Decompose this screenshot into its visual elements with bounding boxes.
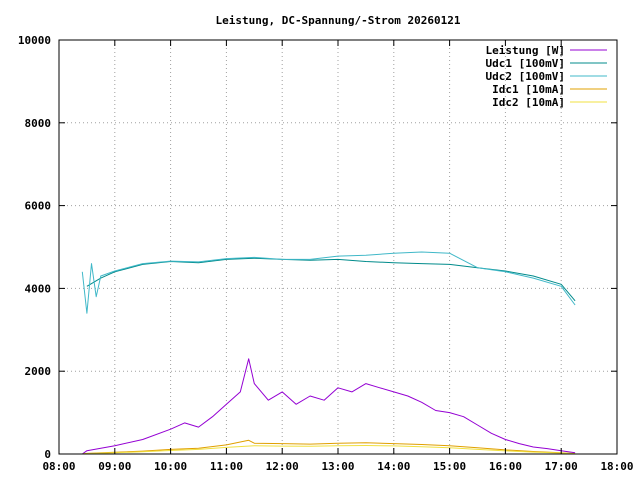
y-tick-label: 10000 — [18, 34, 51, 47]
x-axis-tick-labels: 08:00 09:00 10:00 11:00 12:00 13:00 14:00 15:00… — [42, 460, 633, 473]
chart-title: Leistung, DC-Spannung/-Strom 20260121 — [215, 14, 460, 27]
x-tick-label: 18:00 — [600, 460, 633, 473]
axis-ticks — [58, 39, 618, 455]
x-tick-label: 11:00 — [210, 460, 243, 473]
x-tick-label: 13:00 — [321, 460, 354, 473]
x-tick-label: 12:00 — [266, 460, 299, 473]
legend-label: Idc2 [10mA] — [492, 96, 565, 109]
grid — [59, 40, 617, 454]
x-tick-label: 10:00 — [154, 460, 187, 473]
series-line-idc1-10ma — [82, 439, 576, 455]
legend-label: Udc1 [100mV] — [486, 57, 565, 70]
x-tick-label: 09:00 — [98, 460, 131, 473]
series-group — [81, 251, 576, 455]
series-line-udc1-100mv — [86, 257, 576, 302]
y-tick-label: 6000 — [25, 200, 52, 213]
x-tick-label: 16:00 — [489, 460, 522, 473]
series-line-leistung-w — [82, 358, 576, 455]
y-tick-label: 8000 — [25, 117, 52, 130]
x-tick-label: 17:00 — [545, 460, 578, 473]
y-tick-label: 2000 — [25, 365, 52, 378]
legend-label: Leistung [W] — [486, 44, 565, 57]
legend-label: Idc1 [10mA] — [492, 83, 565, 96]
series-line-udc2-100mv — [81, 251, 576, 314]
y-tick-label: 0 — [44, 448, 51, 461]
y-axis-tick-labels: 0 2000 4000 6000 8000 10000 — [18, 34, 51, 461]
x-tick-label: 08:00 — [42, 460, 75, 473]
legend: Leistung [W]Udc1 [100mV]Udc2 [100mV]Idc1… — [486, 44, 607, 109]
x-tick-label: 15:00 — [433, 460, 466, 473]
y-tick-label: 4000 — [25, 282, 52, 295]
series-line-idc2-10ma — [82, 445, 576, 455]
x-tick-label: 14:00 — [377, 460, 410, 473]
legend-label: Udc2 [100mV] — [486, 70, 565, 83]
